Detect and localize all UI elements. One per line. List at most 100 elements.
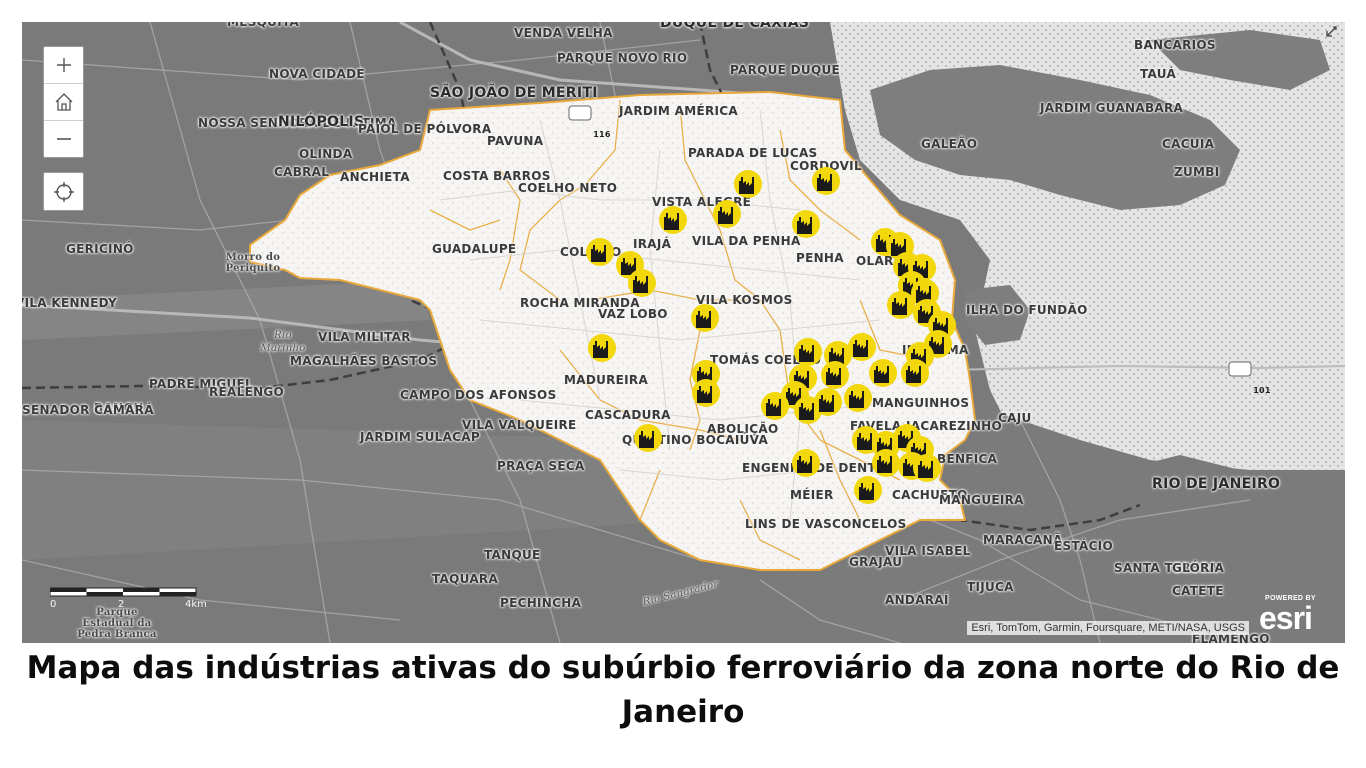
label-penha: PENHA	[796, 251, 844, 265]
label-estacio: ESTÁCIO	[1054, 539, 1113, 553]
label-pechincha: PECHINCHA	[500, 596, 582, 610]
factory-icon	[621, 258, 636, 275]
label-nova-cidade: NOVA CIDADE	[269, 67, 365, 81]
label-taquara: TAQUARA	[432, 572, 499, 586]
attribution[interactable]: Esri, TomTom, Garmin, Foursquare, METI/N…	[967, 621, 1249, 635]
label-madureira: MADUREIRA	[564, 373, 649, 387]
label-catete: CATETE	[1172, 584, 1224, 598]
label-vila-isabel: VILA ISABEL	[885, 544, 971, 558]
label-vila-kosmos: VILA KOSMOS	[696, 293, 793, 307]
factory-icon	[766, 399, 781, 416]
label-realengo: REALENGO	[209, 385, 285, 399]
industry-marker[interactable]	[628, 269, 656, 297]
industry-marker[interactable]	[794, 396, 822, 424]
factory-icon	[918, 461, 933, 478]
label-gericino: GERICINÓ	[66, 242, 134, 256]
factory-icon	[877, 456, 892, 473]
label-cabral: CABRAL	[274, 165, 330, 179]
label-bangu: BANGU	[94, 401, 144, 415]
label-praca-seca: PRAÇA SECA	[497, 459, 585, 473]
industry-marker[interactable]	[794, 338, 822, 366]
label-caju: CAJU	[998, 411, 1032, 425]
label-iraja: IRAJÁ	[633, 237, 672, 251]
industry-marker[interactable]	[887, 291, 915, 319]
industry-marker[interactable]	[761, 392, 789, 420]
road-shield-116	[568, 105, 592, 121]
industry-marker[interactable]	[886, 232, 914, 260]
industry-marker[interactable]	[869, 359, 897, 387]
industry-marker[interactable]	[913, 454, 941, 482]
industry-marker[interactable]	[692, 379, 720, 407]
label-flamengo: FLAMENGO	[1192, 632, 1270, 644]
industry-marker[interactable]	[734, 170, 762, 198]
label-morro-do-periquito: Morro do Periquito	[225, 252, 281, 274]
label-maracana: MARACANÃ	[983, 533, 1063, 547]
map-view[interactable]: 116 101 MESQUITA VENDA VELHA DUQUE DE CA…	[22, 22, 1345, 643]
label-santa-teresa: SANTA TERESA	[1114, 561, 1219, 575]
label-vaz-lobo: VAZ LOBO	[598, 307, 668, 321]
factory-icon	[697, 386, 712, 403]
factory-icon	[797, 456, 812, 473]
label-parque-duque: PARQUE DUQUE	[730, 63, 840, 77]
expand-button[interactable]	[1321, 22, 1341, 42]
label-zumbi: ZUMBI	[1174, 165, 1220, 179]
factory-icon	[739, 177, 754, 194]
esri-logo[interactable]: POWERED BY esri	[1259, 595, 1333, 635]
label-parque-estadual: Parque Estadual da Pedra Branca	[77, 607, 157, 640]
esri-powered-by: POWERED BY	[1265, 595, 1316, 602]
label-abolicao: ABOLIÇÃO	[707, 422, 779, 436]
industry-marker[interactable]	[812, 167, 840, 195]
home-button[interactable]	[44, 84, 83, 121]
label-jardim-sulacap: JARDIM SULACAP	[360, 430, 480, 444]
label-senador-camara: SENADOR CAMARÁ	[22, 403, 154, 417]
industry-marker[interactable]	[901, 359, 929, 387]
label-nossa-senhora-de-fatima: NOSSA SENHORA DE FÁTIMA	[198, 116, 397, 130]
label-ilha-do-fundao: ILHA DO FUNDÃO	[966, 303, 1088, 317]
factory-icon	[593, 341, 608, 358]
factory-icon	[799, 403, 814, 420]
label-taua: TAUÁ	[1140, 67, 1177, 81]
industry-marker[interactable]	[792, 210, 820, 238]
ilha-do-fundao	[965, 285, 1030, 345]
label-costa-barros: COSTA BARROS	[443, 169, 551, 183]
factory-icon	[853, 340, 868, 357]
locate-icon	[53, 181, 74, 202]
label-benfica: BENFICA	[937, 452, 998, 466]
label-vila-militar: VILA MILITAR	[318, 330, 411, 344]
zoom-in-button[interactable]	[44, 47, 83, 84]
factory-icon	[849, 391, 864, 408]
label-vila-da-penha: VILA DA PENHA	[692, 234, 801, 248]
road-shield-101	[1228, 361, 1252, 377]
label-coelho-neto: COELHO NETO	[518, 181, 618, 195]
factory-icon	[857, 433, 872, 450]
industry-marker[interactable]	[691, 304, 719, 332]
industry-marker[interactable]	[713, 200, 741, 228]
factory-icon	[874, 366, 889, 383]
industry-marker[interactable]	[848, 333, 876, 361]
factory-icon	[633, 276, 648, 293]
industry-marker[interactable]	[586, 238, 614, 266]
label-duque-de-caxias: DUQUE DE CAXIAS	[660, 22, 810, 31]
industry-marker[interactable]	[659, 206, 687, 234]
label-lins-de-vasconcelos: LINS DE VASCONCELOS	[745, 517, 907, 531]
locate-button[interactable]	[43, 172, 84, 211]
industry-marker[interactable]	[634, 424, 662, 452]
label-rio-marinho: Rio Marinho	[260, 330, 306, 354]
home-icon	[55, 93, 72, 111]
minus-icon	[56, 138, 71, 140]
factory-icon	[819, 395, 834, 412]
zoom-out-button[interactable]	[44, 121, 83, 157]
industry-marker[interactable]	[821, 361, 849, 389]
industry-marker[interactable]	[814, 388, 842, 416]
label-favela-jacarezinho: FAVELA JACAREZINHO	[850, 419, 1003, 433]
label-vila-kennedy: VILA KENNEDY	[22, 296, 118, 310]
industry-marker[interactable]	[588, 334, 616, 362]
industry-marker[interactable]	[872, 449, 900, 477]
industry-marker[interactable]	[854, 476, 882, 504]
industry-marker[interactable]	[844, 384, 872, 412]
factory-icon	[817, 174, 832, 191]
industry-marker[interactable]	[792, 449, 820, 477]
factory-icon	[664, 213, 679, 230]
ilha-do-governador	[870, 65, 1240, 210]
label-venda-velha: VENDA VELHA	[514, 26, 613, 40]
